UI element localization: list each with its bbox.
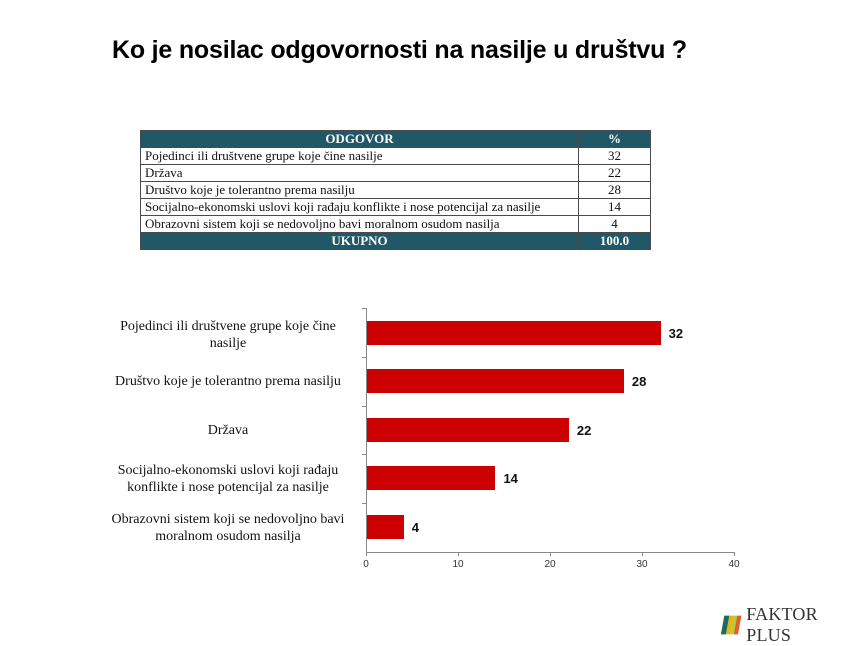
- percent-cell: 4: [578, 215, 651, 233]
- answer-cell: Društvo koje je tolerantno prema nasilju: [140, 181, 579, 199]
- bar-value-label: 4: [411, 520, 419, 535]
- table-row: Pojedinci ili društvene grupe koje čine …: [140, 147, 651, 165]
- category-label-line: Društvo koje je tolerantno prema nasilju: [115, 374, 341, 389]
- category-label-line: moralnom osudom nasilja: [155, 529, 301, 544]
- category-label-line: Pojedinci ili društvene grupe koje čine: [120, 319, 336, 334]
- logo-stripes-icon: [720, 615, 742, 635]
- y-tick: [362, 503, 366, 504]
- bar-value-label: 22: [576, 423, 592, 438]
- responses-table: ODGOVOR % Pojedinci ili društvene grupe …: [140, 130, 651, 250]
- x-tick: [550, 552, 551, 556]
- answer-cell: Socijalno-ekonomski uslovi koji rađaju k…: [140, 198, 579, 216]
- answer-cell: Država: [140, 164, 579, 182]
- faktor-plus-logo: FAKTOR PLUS: [720, 604, 850, 645]
- bar-value-label: 14: [503, 471, 518, 486]
- x-tick: [458, 552, 459, 556]
- x-tick-label: 10: [452, 559, 464, 570]
- x-tick: [366, 552, 367, 556]
- category-label: Socijalno-ekonomski uslovi koji rađaju k…: [98, 462, 358, 496]
- bar: [367, 369, 624, 393]
- percent-cell: 32: [578, 147, 651, 165]
- percent-cell: 22: [578, 164, 651, 182]
- category-label-line: nasilje: [209, 336, 247, 351]
- slide-title: Ko je nosilac odgovornosti na nasilje u …: [112, 36, 688, 64]
- percent-cell: 28: [578, 181, 651, 199]
- y-tick: [362, 357, 366, 358]
- category-label-line: Obrazovni sistem koji se nedovoljno bavi: [111, 512, 345, 527]
- x-tick-label: 0: [363, 559, 369, 570]
- category-label: Društvo koje je tolerantno prema nasilju: [98, 373, 358, 390]
- bar: [367, 466, 496, 490]
- category-label: Država: [98, 422, 358, 439]
- table-total-row: UKUPNO 100.0: [140, 232, 651, 250]
- table-row: Država 22: [140, 164, 651, 182]
- table-header-row: ODGOVOR %: [140, 130, 651, 148]
- table-row: Obrazovni sistem koji se nedovoljno bavi…: [140, 215, 651, 233]
- total-percent: 100.0: [578, 232, 651, 250]
- answer-cell: Obrazovni sistem koji se nedovoljno bavi…: [140, 215, 579, 233]
- y-tick: [362, 308, 366, 309]
- x-tick-label: 20: [544, 559, 556, 570]
- header-percent: %: [578, 130, 651, 148]
- category-label-line: Država: [207, 423, 249, 438]
- x-tick: [642, 552, 643, 556]
- y-tick: [362, 454, 366, 455]
- bar: [367, 515, 404, 539]
- table-row: Socijalno-ekonomski uslovi koji rađaju k…: [140, 198, 651, 216]
- percent-cell: 14: [578, 198, 651, 216]
- category-label: Obrazovni sistem koji se nedovoljno bavi…: [98, 511, 358, 545]
- bar: [367, 418, 569, 442]
- category-label: Pojedinci ili društvene grupe koje čine …: [98, 318, 358, 352]
- bar-chart: 0 10 20 30 40 Pojedinci ili društvene gr…: [0, 300, 850, 580]
- bar-value-label: 32: [668, 326, 684, 341]
- category-label-line: konflikte i nose potencijal za nasilje: [127, 480, 329, 495]
- x-tick: [734, 552, 735, 556]
- header-answer: ODGOVOR: [140, 130, 579, 148]
- category-label-line: Socijalno-ekonomski uslovi koji rađaju: [117, 463, 339, 478]
- total-label: UKUPNO: [140, 232, 579, 250]
- y-tick: [362, 406, 366, 407]
- logo-text: FAKTOR PLUS: [746, 604, 818, 645]
- bar-value-label: 28: [631, 374, 647, 389]
- bar: [367, 321, 661, 345]
- x-tick-label: 30: [636, 559, 648, 570]
- answer-cell: Pojedinci ili društvene grupe koje čine …: [140, 147, 579, 165]
- y-axis: [366, 308, 367, 552]
- x-tick-label: 40: [728, 559, 740, 570]
- table-row: Društvo koje je tolerantno prema nasilju…: [140, 181, 651, 199]
